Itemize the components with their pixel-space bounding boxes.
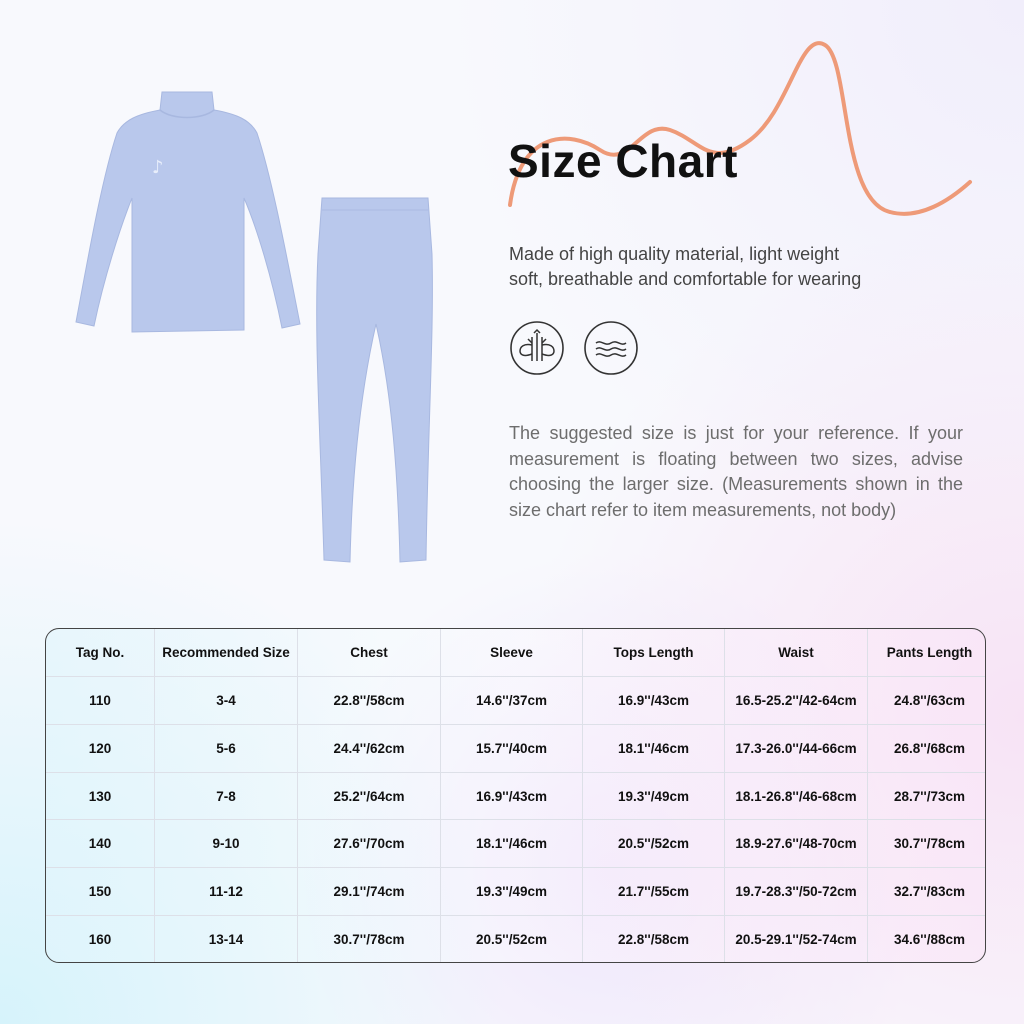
table-row: 120 5-6 24.4''/62cm 15.7''/40cm 18.1''/46cm 1… [46,724,985,773]
page-title: Size Chart [508,135,738,187]
table-cell: 24.8''/63cm [867,676,985,725]
description-line: soft, breathable and comfortable for wea… [509,269,862,289]
column-header: Waist [724,629,868,677]
table-header-row: Tag No. Recommended Size Chest Sleeve Tops L… [46,629,985,677]
table-cell: 130 [46,772,155,821]
table-cell: 16.9''/43cm [440,772,583,821]
table-cell: 15.7''/40cm [440,724,583,773]
table-row: 110 3-4 22.8''/58cm 14.6''/37cm 16.9''/43cm 1… [46,676,985,725]
table-cell: 20.5-29.1''/52-74cm [724,915,868,962]
table-row: 150 11-12 29.1''/74cm 19.3''/49cm 21.7''/55c… [46,867,985,917]
size-chart-table: Tag No. Recommended Size Chest Sleeve Tops L… [45,628,986,963]
table-cell: 28.7''/73cm [867,772,985,821]
table-cell: 18.1''/46cm [582,724,725,773]
table-cell: 13-14 [154,915,298,962]
table-cell: 26.8''/68cm [867,724,985,773]
breathable-fabric-icon [510,321,564,375]
table-cell: 34.6''/88cm [894,931,965,947]
description-line: Made of high quality material, light wei… [509,244,840,264]
long-sleeve-top-image: ♪ [75,91,301,333]
table-cell: 3-4 [154,676,298,725]
table-cell: 24.4''/62cm [297,724,441,773]
column-header: Pants Length [867,629,985,677]
table-cell: 21.7''/55cm [582,867,725,917]
table-row: 160 13-14 30.7''/78cm 20.5''/52cm 22.8''/58c… [46,915,985,962]
table-cell: 27.6''/70cm [297,819,441,869]
column-header: Tag No. [46,629,155,677]
column-header: Recommended Size [154,629,298,677]
leggings-image [316,197,433,563]
table-cell: 18.9-27.6''/48-70cm [724,819,868,869]
table-cell: 22.8''/58cm [297,676,441,725]
column-header: Tops Length [582,629,725,677]
decorative-curve [508,41,972,216]
table-cell: 14.6''/37cm [440,676,583,725]
table-cell: 160 [46,915,155,962]
table-cell: 32.7''/83cm [867,867,985,917]
table-cell: 120 [46,724,155,773]
svg-text:♪: ♪ [152,157,164,178]
soft-wave-icon [584,321,638,375]
table-row: 130 7-8 25.2''/64cm 16.9''/43cm 19.3''/49cm 1… [46,772,985,821]
table-cell: 16.9''/43cm [582,676,725,725]
column-header: Chest [297,629,441,677]
table-cell: 25.2''/64cm [297,772,441,821]
table-cell: 30.7''/78cm [867,819,985,869]
table-cell: 16.5-25.2''/42-64cm [724,676,868,725]
table-cell: 29.1''/74cm [297,867,441,917]
table-cell: 11-12 [154,867,298,917]
table-cell: 18.1-26.8''/46-68cm [724,772,868,821]
table-cell: 7-8 [154,772,298,821]
table-cell: 20.5''/52cm [582,819,725,869]
table-cell: 30.7''/78cm [297,915,441,962]
size-reference-note: The suggested size is just for your refe… [509,423,963,520]
table-cell: 5-6 [154,724,298,773]
table-cell: 9-10 [154,819,298,869]
table-cell: 150 [46,867,155,917]
table-cell: 140 [46,819,155,869]
table-cell: 19.3''/49cm [582,772,725,821]
product-description: Made of high quality material, light wei… [509,242,929,292]
table-cell: 20.5''/52cm [440,915,583,962]
column-header: Sleeve [440,629,583,677]
table-cell: 17.3-26.0''/44-66cm [724,724,868,773]
table-cell: 19.3''/49cm [440,867,583,917]
table-cell: 110 [46,676,155,725]
table-cell: 18.1''/46cm [440,819,583,869]
table-row: 140 9-10 27.6''/70cm 18.1''/46cm 20.5''/52cm… [46,819,985,869]
table-cell: 19.7-28.3''/50-72cm [724,867,868,917]
table-cell: 22.8''/58cm [582,915,725,962]
